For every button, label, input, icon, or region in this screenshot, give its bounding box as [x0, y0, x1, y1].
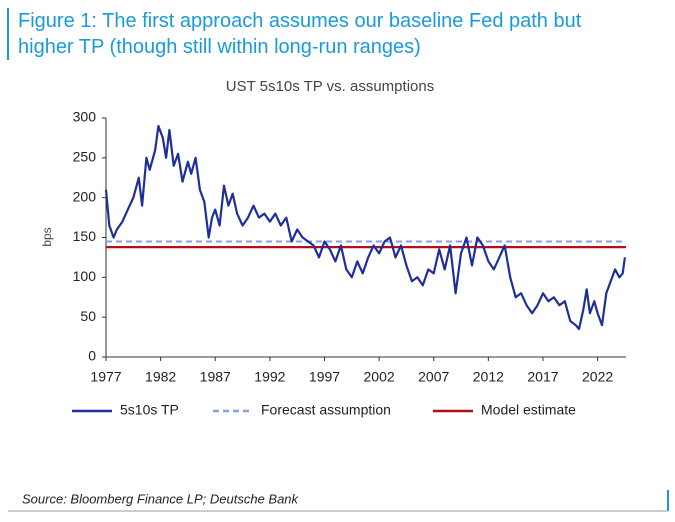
x-tick-label: 1982	[145, 369, 176, 385]
x-tick-label: 2017	[527, 369, 558, 385]
x-tick-label: 2002	[364, 369, 395, 385]
y-tick-label: 150	[73, 228, 97, 244]
legend-label: 5s10s TP	[120, 402, 179, 418]
x-tick-label: 2012	[473, 369, 504, 385]
x-tick-label: 1977	[90, 369, 121, 385]
y-tick-label: 50	[80, 308, 96, 324]
chart-title: UST 5s10s TP vs. assumptions	[226, 78, 434, 95]
x-tick-label: 2007	[418, 369, 449, 385]
legend-label: Forecast assumption	[261, 402, 391, 418]
x-tick-label: 1987	[200, 369, 231, 385]
figure-title-line: Figure 1: The first approach assumes our…	[18, 10, 582, 32]
figure-title-line: higher TP (though still within long-run …	[18, 36, 421, 58]
figure-title: Figure 1: The first approach assumes our…	[18, 10, 582, 58]
x-tick-label: 2022	[582, 369, 613, 385]
y-axis-label: bps	[40, 227, 54, 246]
y-tick-label: 100	[73, 268, 97, 284]
y-tick-label: 250	[73, 149, 97, 165]
x-tick-label: 1992	[254, 369, 285, 385]
y-tick-label: 300	[73, 109, 97, 125]
source: Source: Bloomberg Finance LP; Deutsche B…	[22, 491, 300, 506]
series-line	[104, 124, 626, 331]
legend-label: Model estimate	[481, 402, 576, 418]
y-tick-label: 0	[88, 348, 96, 364]
x-tick-label: 1997	[309, 369, 340, 385]
y-tick-label: 200	[73, 188, 97, 204]
